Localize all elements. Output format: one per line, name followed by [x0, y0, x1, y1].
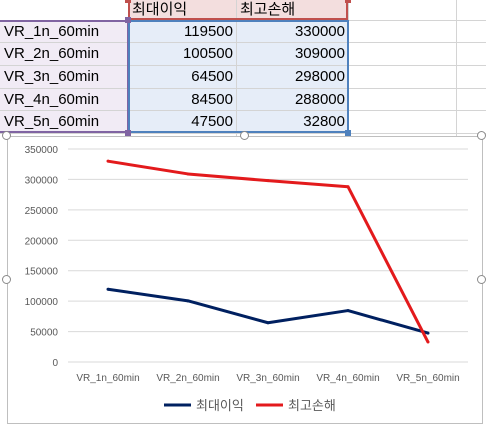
- range-resize-handle[interactable]: [125, 17, 131, 23]
- y-tick-label: 50000: [30, 328, 58, 339]
- max-loss-cell[interactable]: 309000: [237, 43, 348, 65]
- data-point[interactable]: [186, 172, 190, 176]
- x-tick-label: VR_1n_60min: [76, 373, 139, 384]
- x-tick-label: VR_2n_60min: [156, 373, 219, 384]
- max-profit-cell[interactable]: 100500: [129, 43, 236, 65]
- chart-resize-handle[interactable]: [240, 131, 249, 140]
- x-tick-label: VR_4n_60min: [316, 373, 379, 384]
- series-name-range-highlight: [128, 0, 348, 20]
- line-chart: 0 50000 100000 150000 200000 250000 300000 3500…: [25, 145, 468, 413]
- y-tick-label: 350000: [25, 145, 59, 156]
- data-point[interactable]: [266, 179, 270, 183]
- gridlines: [68, 148, 468, 363]
- y-tick-label: 250000: [25, 206, 59, 217]
- row-divider: [0, 65, 486, 66]
- chart-legend[interactable]: 최대이익 최고손해: [164, 398, 336, 413]
- legend-label-max-loss: 최고손해: [288, 398, 336, 413]
- max-loss-cell[interactable]: 288000: [237, 89, 348, 110]
- data-point[interactable]: [346, 309, 350, 313]
- range-resize-handle[interactable]: [125, 130, 131, 136]
- y-tick-label: 0: [52, 358, 58, 369]
- row-label-cell[interactable]: VR_1n_60min: [0, 21, 128, 42]
- legend-label-max-profit: 최대이익: [196, 398, 244, 413]
- max-profit-cell[interactable]: 64500: [129, 66, 236, 88]
- y-tick-label: 200000: [25, 236, 59, 247]
- chart-resize-handle[interactable]: [2, 131, 11, 140]
- max-loss-cell[interactable]: 330000: [237, 21, 348, 42]
- chart-area[interactable]: 0 50000 100000 150000 200000 250000 300000 3500…: [7, 136, 483, 424]
- row-label-cell[interactable]: VR_5n_60min: [0, 111, 128, 133]
- data-point[interactable]: [106, 287, 110, 291]
- row-divider: [0, 88, 486, 89]
- max-loss-cell[interactable]: 32800: [237, 111, 348, 133]
- series-line-max-loss[interactable]: [107, 159, 430, 343]
- chart-resize-handle[interactable]: [2, 275, 11, 284]
- max-profit-cell[interactable]: 47500: [129, 111, 236, 133]
- y-tick-label: 150000: [25, 267, 59, 278]
- row-label-cell[interactable]: VR_4n_60min: [0, 89, 128, 110]
- category-range-highlight: [0, 20, 129, 133]
- row-divider: [0, 42, 486, 43]
- x-tick-label: VR_3n_60min: [236, 373, 299, 384]
- series-lines[interactable]: [106, 159, 430, 344]
- range-resize-handle[interactable]: [125, 0, 131, 3]
- x-axis-tick-labels: VR_1n_60min VR_2n_60min VR_3n_60min VR_4n_6…: [76, 373, 459, 384]
- max-profit-cell[interactable]: 119500: [129, 21, 236, 42]
- y-tick-label: 100000: [25, 297, 59, 308]
- data-point[interactable]: [266, 321, 270, 325]
- chart-resize-handle[interactable]: [477, 275, 486, 284]
- header-cell-max-loss[interactable]: 최고손해: [237, 0, 348, 20]
- max-loss-cell[interactable]: 298000: [237, 66, 348, 88]
- x-tick-label: VR_5n_60min: [396, 373, 459, 384]
- chart-resize-handle[interactable]: [477, 131, 486, 140]
- data-point[interactable]: [426, 331, 430, 335]
- range-resize-handle[interactable]: [345, 0, 351, 3]
- y-tick-label: 300000: [25, 175, 59, 186]
- data-point[interactable]: [106, 159, 110, 163]
- values-range-highlight: [128, 20, 349, 133]
- row-divider: [0, 110, 486, 111]
- series-line-max-profit[interactable]: [107, 287, 429, 335]
- data-point[interactable]: [426, 340, 430, 344]
- header-cell-max-profit[interactable]: 최대이익: [129, 0, 236, 20]
- data-point[interactable]: [346, 185, 350, 189]
- spreadsheet-grid[interactable]: 최대이익 최고손해 VR_1n_60min 119500 330000 VR_2…: [0, 0, 486, 140]
- row-label-cell[interactable]: VR_2n_60min: [0, 43, 128, 65]
- data-point[interactable]: [186, 299, 190, 303]
- row-label-cell[interactable]: VR_3n_60min: [0, 66, 128, 88]
- column-divider: [456, 0, 457, 140]
- max-profit-cell[interactable]: 84500: [129, 89, 236, 110]
- column-divider: [236, 0, 237, 140]
- range-resize-handle[interactable]: [345, 130, 351, 136]
- y-axis-tick-labels: 0 50000 100000 150000 200000 250000 300000 3500…: [25, 145, 59, 369]
